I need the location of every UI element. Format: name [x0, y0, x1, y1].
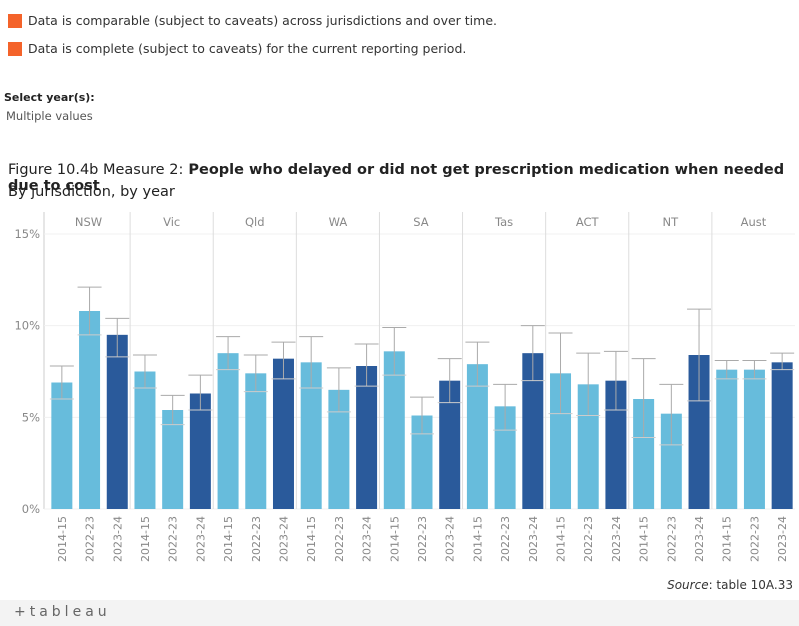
- panel-label: SA: [413, 215, 429, 229]
- source-label: Source: [667, 578, 709, 592]
- bar: [328, 389, 350, 509]
- bar: [466, 364, 488, 509]
- bar: [106, 334, 128, 509]
- filter-value[interactable]: Multiple values: [6, 109, 93, 123]
- panel-label: ACT: [576, 215, 600, 229]
- note-text: Data is complete (subject to caveats) fo…: [28, 41, 467, 56]
- brand[interactable]: +tableau: [14, 604, 111, 620]
- panel-label: Qld: [245, 215, 265, 229]
- bar: [660, 413, 682, 509]
- x-tick-label: 2014-15: [56, 516, 69, 562]
- x-tick-label: 2023-24: [444, 516, 457, 562]
- footer: +tableau: [0, 600, 799, 626]
- bar: [162, 410, 184, 509]
- panel-label: WA: [329, 215, 348, 229]
- panel-label: Aust: [741, 215, 767, 229]
- y-tick-label: 10%: [14, 319, 40, 333]
- bar: [189, 393, 211, 509]
- title-text: Figure 10.4b Measure 2:: [8, 162, 184, 178]
- bar: [134, 371, 156, 509]
- bar: [633, 399, 655, 509]
- y-tick-label: 0%: [22, 502, 40, 516]
- x-tick-label: 2014-15: [388, 516, 401, 562]
- bar: [605, 380, 627, 509]
- x-tick-label: 2014-15: [555, 516, 568, 562]
- x-tick-label: 2022-23: [167, 516, 180, 562]
- x-tick-label: 2014-15: [222, 516, 235, 562]
- x-tick-label: 2022-23: [499, 516, 512, 562]
- source-text: : table 10A.33: [708, 578, 793, 592]
- chart-title: Figure 10.4b Measure 2: People who delay…: [8, 162, 799, 194]
- x-tick-label: 2022-23: [582, 516, 595, 562]
- x-tick-label: 2023-24: [194, 516, 207, 562]
- x-tick-label: 2023-24: [693, 516, 706, 562]
- legend-note: Data is comparable (subject to caveats) …: [8, 13, 497, 28]
- x-tick-label: 2023-24: [527, 516, 540, 562]
- y-tick-label: 15%: [14, 227, 40, 241]
- y-tick-label: 5%: [22, 410, 40, 424]
- x-tick-label: 2023-24: [776, 516, 789, 562]
- bar: [716, 369, 738, 509]
- filter-label: Select year(s):: [4, 91, 95, 104]
- x-tick-label: 2022-23: [748, 516, 761, 562]
- chart-subtitle: By jurisdiction, by year: [8, 184, 175, 200]
- bar: [411, 415, 433, 509]
- x-tick-label: 2014-15: [638, 516, 651, 562]
- bar: [771, 362, 793, 509]
- panel-label: NSW: [75, 215, 102, 229]
- x-tick-label: 2022-23: [333, 516, 346, 562]
- bar: [245, 373, 267, 509]
- title-bold: People who delayed or did not get prescr…: [8, 162, 785, 194]
- x-tick-label: 2023-24: [361, 516, 374, 562]
- bar: [217, 353, 239, 509]
- x-tick-label: 2014-15: [305, 516, 318, 562]
- bar: [356, 366, 378, 509]
- bar: [300, 362, 322, 509]
- x-tick-label: 2022-23: [416, 516, 429, 562]
- bar: [79, 311, 101, 509]
- chart: 0% 5% 10% 15% NSW 2014-15 2022-23 2023-24 Vic 201…: [14, 212, 795, 562]
- bar: [550, 373, 572, 509]
- x-tick-label: 2014-15: [471, 516, 484, 562]
- bar: [439, 380, 461, 509]
- x-tick-label: 2014-15: [139, 516, 152, 562]
- x-tick-label: 2022-23: [250, 516, 263, 562]
- bar: [272, 358, 294, 509]
- legend-note: Data is complete (subject to caveats) fo…: [8, 41, 466, 56]
- note-text: Data is comparable (subject to caveats) …: [28, 13, 497, 28]
- source: Source: table 10A.33: [667, 578, 793, 592]
- bar: [522, 353, 544, 509]
- x-tick-label: 2023-24: [111, 516, 124, 562]
- panel-label: Vic: [163, 215, 180, 229]
- x-tick-label: 2023-24: [277, 516, 290, 562]
- panel-label: NT: [663, 215, 680, 229]
- bar: [743, 369, 765, 509]
- x-tick-label: 2022-23: [84, 516, 97, 562]
- panel-label: Tas: [494, 215, 513, 229]
- x-tick-label: 2023-24: [610, 516, 623, 562]
- bar: [494, 406, 516, 509]
- bar: [383, 351, 405, 509]
- bar: [688, 355, 710, 509]
- bar: [51, 382, 73, 509]
- x-tick-label: 2014-15: [721, 516, 734, 562]
- x-tick-label: 2022-23: [665, 516, 678, 562]
